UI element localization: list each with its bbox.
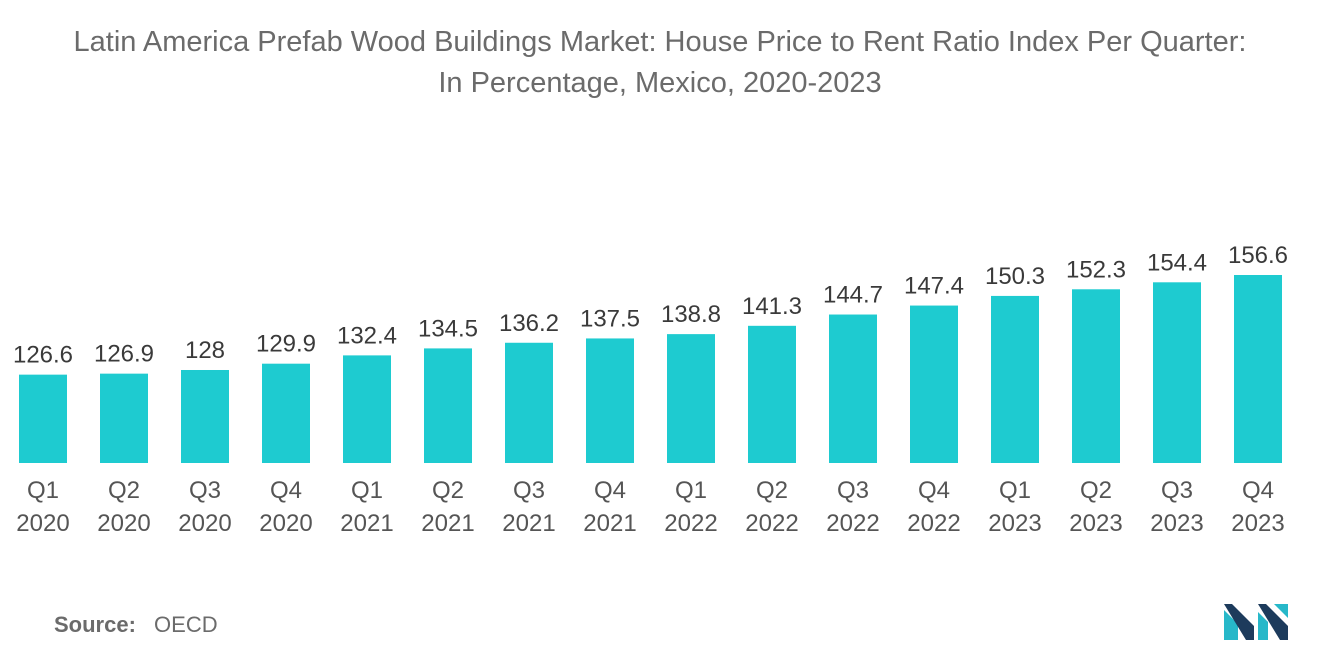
- data-label: 132.4: [337, 322, 397, 349]
- x-tick-year: 2023: [1150, 510, 1203, 537]
- x-tick-year: 2020: [259, 510, 312, 537]
- x-tick-year: 2021: [421, 510, 474, 537]
- x-tick-quarter: Q3: [513, 477, 545, 504]
- bar-q2-2023: [1072, 289, 1120, 463]
- bar-q3-2022: [829, 314, 877, 463]
- x-tick-quarter: Q4: [918, 477, 950, 504]
- chart-title-line-1: Latin America Prefab Wood Buildings Mark…: [73, 26, 1247, 58]
- x-tick-quarter: Q4: [1242, 477, 1274, 504]
- x-tick-quarter: Q3: [1161, 477, 1193, 504]
- x-tick-year: 2023: [1069, 510, 1122, 537]
- data-label: 141.3: [742, 293, 802, 320]
- x-tick-year: 2022: [664, 510, 717, 537]
- bar-chart: 126.6 Q1 2020 126.9 Q2 2020 128 Q3 2020 129.9 Q4 20…: [13, 242, 1288, 537]
- bar-q2-2021: [424, 348, 472, 463]
- data-label: 152.3: [1066, 256, 1126, 283]
- x-tick-quarter: Q4: [270, 477, 302, 504]
- x-tick-year: 2022: [907, 510, 960, 537]
- data-label: 154.4: [1147, 249, 1207, 276]
- data-label: 128: [185, 337, 225, 364]
- bar-q1-2020: [19, 374, 67, 463]
- data-label: 150.3: [985, 263, 1045, 290]
- x-tick-year: 2021: [340, 510, 393, 537]
- x-tick-quarter: Q2: [108, 477, 140, 504]
- x-tick-quarter: Q3: [189, 477, 221, 504]
- mordor-intelligence-logo-icon: [1224, 604, 1288, 640]
- data-label: 138.8: [661, 301, 721, 328]
- bar-q4-2022: [910, 305, 958, 463]
- chart-title-line-2: In Percentage, Mexico, 2020-2023: [438, 67, 882, 99]
- bar-q2-2020: [100, 373, 148, 463]
- data-label: 147.4: [904, 273, 964, 300]
- x-tick-year: 2021: [502, 510, 555, 537]
- data-label: 136.2: [499, 310, 559, 337]
- data-label: 126.6: [13, 342, 73, 369]
- data-label: 126.9: [94, 341, 154, 368]
- x-tick-quarter: Q4: [594, 477, 626, 504]
- bar-q1-2022: [667, 334, 715, 463]
- bar-q3-2023: [1153, 282, 1201, 463]
- bar-q4-2023: [1234, 275, 1282, 463]
- source-label: Source:: [54, 612, 136, 637]
- x-tick-year: 2022: [745, 510, 798, 537]
- bar-q1-2021: [343, 355, 391, 463]
- x-tick-year: 2022: [826, 510, 879, 537]
- x-tick-quarter: Q1: [675, 477, 707, 504]
- x-tick-year: 2021: [583, 510, 636, 537]
- x-tick-year: 2023: [988, 510, 1041, 537]
- source-note: Source: OECD: [54, 612, 218, 638]
- bar-q1-2023: [991, 295, 1039, 463]
- bar-q4-2021: [586, 338, 634, 463]
- x-tick-quarter: Q1: [27, 477, 59, 504]
- x-tick-year: 2020: [16, 510, 69, 537]
- x-tick-quarter: Q3: [837, 477, 869, 504]
- bar-q3-2021: [505, 342, 553, 463]
- x-tick-quarter: Q2: [432, 477, 464, 504]
- data-label: 129.9: [256, 331, 316, 358]
- bar-q3-2020: [181, 369, 229, 463]
- chart-title: Latin America Prefab Wood Buildings Mark…: [0, 22, 1320, 104]
- x-tick-year: 2020: [178, 510, 231, 537]
- data-label: 144.7: [823, 282, 883, 309]
- source-value: OECD: [154, 612, 218, 637]
- bar-q2-2022: [748, 325, 796, 463]
- x-tick-quarter: Q2: [1080, 477, 1112, 504]
- x-tick-quarter: Q2: [756, 477, 788, 504]
- bar-q4-2020: [262, 363, 310, 463]
- x-tick-year: 2023: [1231, 510, 1284, 537]
- data-label: 137.5: [580, 305, 640, 332]
- data-label: 134.5: [418, 315, 478, 342]
- x-tick-quarter: Q1: [351, 477, 383, 504]
- x-tick-quarter: Q1: [999, 477, 1031, 504]
- x-tick-year: 2020: [97, 510, 150, 537]
- data-label: 156.6: [1228, 242, 1288, 269]
